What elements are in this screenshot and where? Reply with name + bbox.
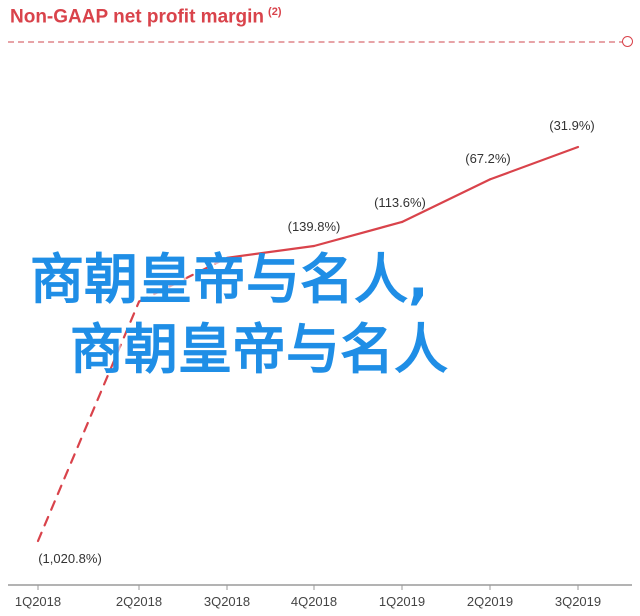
series-segment (488, 145, 580, 181)
series-segment (225, 244, 316, 259)
data-label: (31.9%) (549, 118, 595, 133)
x-tick-label: 3Q2018 (204, 594, 250, 609)
title-divider (8, 41, 625, 43)
title-footnote: (2) (268, 6, 282, 18)
overlay-line-1: 商朝皇帝与名人, (30, 248, 429, 311)
overlay-line-2: 商朝皇帝与名人 (70, 318, 448, 381)
x-tick-label: 1Q2019 (379, 594, 425, 609)
x-tick-label: 1Q2018 (15, 594, 61, 609)
series-segment-dashed (137, 256, 229, 303)
series-segment (312, 220, 404, 248)
data-label: (113.6%) (374, 195, 426, 210)
series-segment (400, 178, 492, 224)
watermark-overlay: 商朝皇帝与名人, 商朝皇帝与名人 (30, 245, 610, 385)
series-segment-dashed (36, 300, 141, 543)
x-tick-label: 4Q2018 (291, 594, 337, 609)
data-label: (1,020.8%) (38, 551, 102, 566)
x-tick-label: 2Q2019 (467, 594, 513, 609)
x-tick-label: 2Q2018 (116, 594, 162, 609)
x-tick-label: 3Q2019 (555, 594, 601, 609)
data-label: (67.2%) (465, 151, 511, 166)
data-label: (139.8%) (288, 219, 341, 234)
chart-title: Non-GAAP net profit margin (2) (10, 6, 282, 28)
divider-end-dot (622, 36, 633, 47)
